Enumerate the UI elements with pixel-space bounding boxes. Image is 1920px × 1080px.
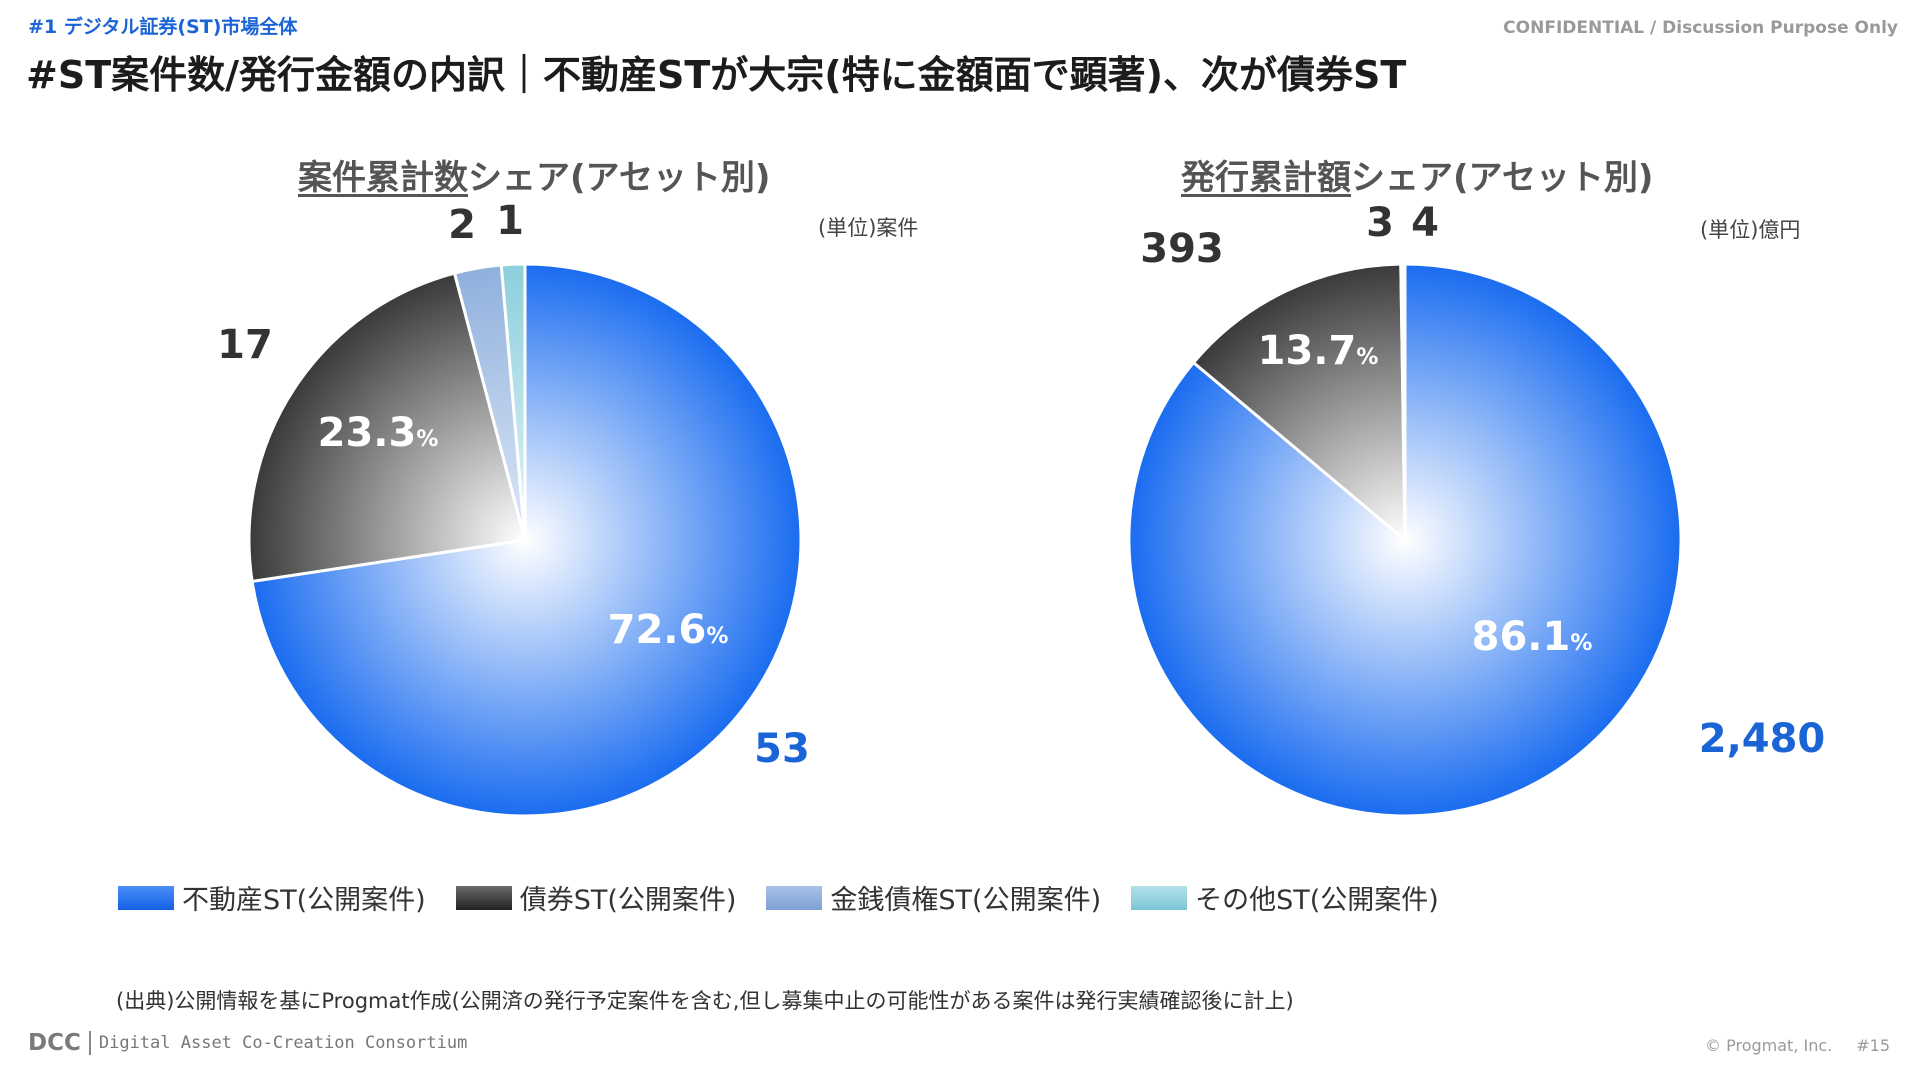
pie-amount-value-monetary-claim: 3 <box>1366 200 1394 246</box>
legend-label-monetary-claim: 金銭債権ST(公開案件) <box>830 885 1102 916</box>
section-tag: #1 デジタル証券(ST)市場全体 <box>28 16 298 38</box>
legend-swatch-monetary-claim <box>766 885 823 910</box>
chart-title-amount: 発行累計額シェア(アセット別) <box>1181 150 1653 199</box>
legend-swatch-bond <box>455 885 512 910</box>
copyright-text: © Progmat, Inc. <box>1705 1036 1833 1055</box>
chart-title-amount-underlined: 発行累計額 <box>1181 158 1351 198</box>
pie-count-value-other: 1 <box>496 198 524 244</box>
pie-amount-value-bond: 393 <box>1140 226 1224 272</box>
footer-logo: DCC Digital Asset Co-Creation Consortium <box>28 1030 467 1056</box>
confidential-label: CONFIDENTIAL / Discussion Purpose Only <box>1503 18 1898 38</box>
legend-item-real-estate: 不動産ST(公開案件) <box>118 878 426 917</box>
legend-swatch-other <box>1131 885 1188 910</box>
legend: 不動産ST(公開案件) 債券ST(公開案件) 金銭債権ST(公開案件) その他S… <box>118 878 1439 917</box>
pie-count-slice-other <box>499 262 527 541</box>
chart-title-count-rest: シェア(アセット別) <box>468 158 771 198</box>
legend-swatch-real-estate <box>118 885 174 910</box>
legend-item-monetary-claim: 金銭債権ST(公開案件) <box>766 878 1101 917</box>
unit-label-amount: (単位)億円 <box>1700 218 1801 242</box>
legend-label-real-estate: 不動産ST(公開案件) <box>182 885 426 916</box>
pie-count-percent-sign-real-estate: % <box>706 624 728 649</box>
chart-title-amount-rest: シェア(アセット別) <box>1351 158 1654 198</box>
consortium-name: Digital Asset Co-Creation Consortium <box>98 1033 468 1053</box>
pie-amount-value-real-estate: 2,480 <box>1699 716 1826 762</box>
pie-count-value-bond: 17 <box>217 322 273 368</box>
chart-title-count: 案件累計数シェア(アセット別) <box>298 150 770 199</box>
dcc-logo-text: DCC <box>28 1030 81 1056</box>
legend-item-bond: 債券ST(公開案件) <box>455 878 737 917</box>
unit-label-count: (単位)案件 <box>818 216 919 240</box>
legend-label-bond: 債券ST(公開案件) <box>519 885 737 916</box>
logo-divider <box>88 1031 91 1055</box>
page-number: #15 <box>1856 1036 1890 1055</box>
pie-count-percent-sign-bond: % <box>416 427 438 452</box>
chart-title-count-underlined: 案件累計数 <box>298 158 468 198</box>
pie-amount-value-other: 4 <box>1411 200 1439 246</box>
pie-amount-slice-other <box>1401 262 1407 541</box>
legend-label-other: その他ST(公開案件) <box>1195 885 1439 916</box>
legend-item-other: その他ST(公開案件) <box>1131 878 1439 917</box>
copyright: © Progmat, Inc. #15 <box>1705 1036 1890 1055</box>
pie-amount-percent-sign-bond: % <box>1356 345 1378 370</box>
pie-amount-slice-bond <box>1191 262 1407 544</box>
page-title: #ST案件数/発行金額の内訳｜不動産STが大宗(特に金額面で顕著)、次が債券ST <box>26 53 1407 97</box>
pie-count-slice-bond <box>247 271 527 584</box>
pie-count-value-real-estate: 53 <box>754 726 810 772</box>
pie-amount-percent-sign-real-estate: % <box>1570 631 1592 656</box>
pie-count-value-monetary-claim: 2 <box>448 202 476 248</box>
source-note: (出典)公開情報を基にProgmat作成(公開済の発行予定案件を含む,但し募集中… <box>116 989 1294 1013</box>
